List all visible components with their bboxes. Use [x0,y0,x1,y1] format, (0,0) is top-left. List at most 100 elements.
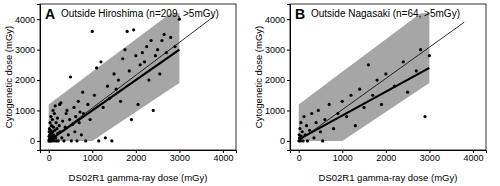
marks [297,13,464,142]
point [97,139,100,142]
marks [47,13,214,142]
point [163,33,166,36]
x-tick: 1000 [83,150,103,163]
y-tick-mark [37,110,40,111]
y-tick-label: 3000 [15,45,35,55]
y-axis: 01000200030004000 [15,5,41,151]
point [354,124,357,127]
point [71,123,74,126]
point [321,139,324,142]
point [149,39,152,42]
point [49,115,52,118]
plot-area: 0100020003000400001000200030004000BOutsi… [265,4,487,163]
band [49,13,180,141]
x-axis-title: DS02R1 gamma-ray dose (mGy) [319,172,458,183]
y-tick-label: 4000 [15,15,35,25]
y-tick-mark [37,19,40,20]
x-tick: 4000 [463,150,483,163]
point [68,118,71,121]
point [108,97,111,100]
subtitle: Outside Hiroshima (n=209, >5mGy) [61,8,219,19]
point [147,78,150,81]
point [141,51,144,54]
point [130,118,133,121]
x-tick-label: 1000 [333,153,353,163]
x-tick: 0 [297,150,302,163]
plot-frame [290,4,486,150]
x-tick: 3000 [420,150,440,163]
y-tick-label: 3000 [265,45,285,55]
band [299,13,430,141]
y-tick: 4000 [15,15,40,25]
point [367,63,370,66]
point [84,139,87,142]
point [298,127,301,130]
x-tick-label: 0 [47,153,52,163]
point [55,127,58,130]
y-tick: 1000 [265,106,290,116]
point [315,121,318,124]
point [376,78,379,81]
y-tick: 3000 [265,45,290,55]
point [64,126,67,129]
point [308,129,311,132]
y-tick-label: 2000 [15,75,35,85]
point [112,72,115,75]
point [80,133,83,136]
point [173,45,176,48]
point [428,54,431,57]
point [165,51,168,54]
point [128,69,131,72]
point [88,118,91,121]
point [86,103,89,106]
panel-label: B [295,6,305,22]
point [349,94,352,97]
x-tick-label: 4000 [463,153,483,163]
point [145,45,148,48]
point [60,136,63,139]
point [52,126,55,129]
subtitle: Outside Nagasaki (n=64, >5mGy) [311,8,460,19]
x-tick-label: 1000 [83,153,103,163]
x-tick-label: 2000 [126,153,146,163]
x-tick: 4000 [213,150,233,163]
point [139,63,142,66]
regression-line [299,68,430,139]
panel: 0100020003000400001000200030004000AOutsi… [3,4,237,183]
point [154,54,157,57]
point [134,54,137,57]
point [341,100,344,103]
point [415,69,418,72]
y-tick: 4000 [265,15,290,25]
x-axis: 01000200030004000 [41,150,237,163]
point [152,109,155,112]
y-tick-mark [287,80,290,81]
point [55,121,58,124]
point [123,48,126,51]
point [317,109,320,112]
point [302,115,305,118]
y-tick: 3000 [15,45,40,55]
point [301,130,304,133]
point [102,106,105,109]
point [110,139,113,142]
point [81,91,84,94]
x-tick-label: 4000 [213,153,233,163]
point [93,94,96,97]
y-tick-mark [37,141,40,142]
point [371,94,374,97]
x-axis: 01000200030004000 [291,150,487,163]
point [58,124,61,127]
point [53,112,56,115]
point [160,39,163,42]
x-tick-label: 3000 [420,153,440,163]
y-tick: 0 [280,136,290,146]
y-tick: 1000 [15,106,40,116]
y-axis-title: Cytogenetic dose (mGy) [3,26,14,128]
point [72,106,75,109]
y-tick-label: 4000 [265,15,285,25]
regression-line [49,50,180,141]
point [65,109,68,112]
point [332,127,335,130]
point [121,57,124,60]
